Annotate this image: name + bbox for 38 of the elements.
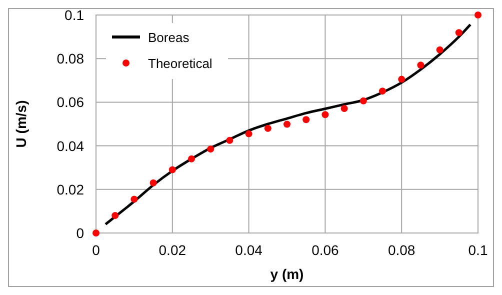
legend-label: Theoretical xyxy=(148,56,212,71)
point xyxy=(92,230,100,236)
x-tick-label: 0.06 xyxy=(312,242,340,258)
y-tick-label: 0.02 xyxy=(56,181,84,198)
point xyxy=(436,46,444,54)
point xyxy=(340,105,348,112)
point xyxy=(302,116,310,124)
y-tick-label: 0.08 xyxy=(56,50,84,67)
x-tick-label: 0.02 xyxy=(158,242,186,258)
point xyxy=(150,179,157,186)
x-tick-label: 0.1 xyxy=(468,242,488,258)
y-tick-label: 0.04 xyxy=(56,138,84,154)
x-tick-label: 0.04 xyxy=(235,242,263,258)
point xyxy=(360,97,367,104)
point xyxy=(284,120,290,128)
point xyxy=(474,12,482,18)
y-tick-label: 0 xyxy=(76,225,84,241)
x-axis-title: y (m) xyxy=(270,266,304,282)
point xyxy=(188,155,195,162)
y-axis-title: U (m/s) xyxy=(13,100,29,148)
point xyxy=(322,111,329,118)
x-tick-label: 0.08 xyxy=(388,242,416,258)
point xyxy=(226,136,234,144)
point xyxy=(379,88,386,95)
line-series xyxy=(104,23,472,226)
y-tick-label: 0.1 xyxy=(64,7,84,23)
point xyxy=(245,130,252,138)
point xyxy=(168,166,176,174)
point xyxy=(130,196,138,203)
x-tick-label: 0 xyxy=(92,242,100,258)
point xyxy=(207,146,214,153)
point xyxy=(398,76,406,83)
point xyxy=(417,62,424,69)
point xyxy=(264,124,272,132)
point xyxy=(112,212,119,220)
y-tick-label: 0.06 xyxy=(56,94,84,110)
legend-label: Boreas xyxy=(148,30,190,45)
point xyxy=(455,29,462,36)
